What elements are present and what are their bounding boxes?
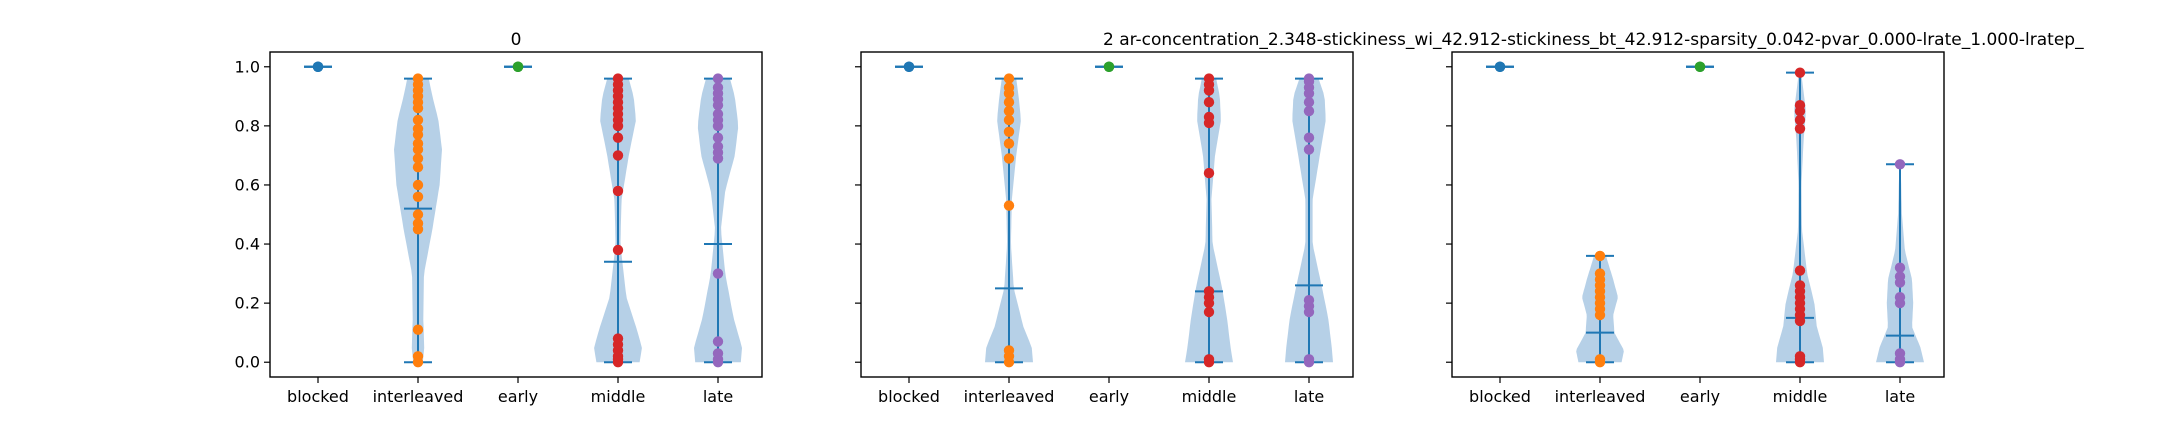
panel-2-point-late-8 (1303, 97, 1315, 108)
panel-3-point-middle-9 (1794, 280, 1806, 291)
panel-1-xtick-label-middle: middle (591, 387, 646, 406)
panel-1-point-interleaved-9 (412, 153, 424, 164)
panel-1-point-interleaved-8 (412, 162, 424, 173)
panel-2-point-late-1 (1303, 354, 1315, 365)
panel-1-ytick-label-1: 0.2 (235, 294, 260, 313)
panel-3-point-middle-2 (1794, 351, 1806, 362)
panel-1-xtick-label-early: early (498, 387, 538, 406)
panel-1-point-late-2 (712, 348, 724, 359)
panel-1-point-middle-7 (612, 185, 624, 197)
panel-2-point-interleaved-2 (1003, 345, 1015, 356)
panel-1-point-interleaved-5 (412, 209, 424, 220)
panel-1-title: 0 (511, 30, 522, 50)
panel-2-point-interleaved-6 (1003, 126, 1015, 137)
panel-2-point-middle-9 (1203, 97, 1215, 108)
panel-2-xtick-label-middle: middle (1182, 387, 1237, 406)
panel-3-point-late-4 (1894, 292, 1906, 303)
panel-1-ytick-label-0: 0.0 (235, 353, 260, 372)
panel-1-point-interleaved-13 (412, 123, 424, 134)
panel-1-point-middle-9 (612, 132, 624, 143)
panel-2-point-interleaved-11 (1003, 82, 1015, 93)
panel-2-point-middle-5 (1203, 286, 1215, 297)
panel-2-point-blocked-2 (903, 61, 915, 72)
panel-1-point-late-15 (712, 82, 724, 93)
panel-1-ytick-label-5: 1.0 (235, 57, 260, 76)
panel-3-point-late-6 (1894, 271, 1906, 282)
panel-1-ytick-label-3: 0.6 (235, 175, 260, 194)
panel-2-point-late-4 (1303, 295, 1315, 306)
panel-2-xtick-label-late: late (1294, 387, 1324, 406)
panel-3-point-middle-10 (1794, 265, 1806, 276)
panel-3-point-middle-14 (1794, 100, 1806, 111)
panel-1-ytick-label-2: 0.4 (235, 235, 260, 254)
panel-3-axes-frame (1451, 51, 1945, 378)
panel-2-axes-frame (860, 51, 1354, 378)
panel-2-point-middle-8 (1203, 111, 1215, 123)
panel-3-point-late-7 (1894, 262, 1906, 273)
panel-2-xtick-label-blocked: blocked (878, 387, 940, 406)
panel-3-point-interleaved-9 (1594, 268, 1606, 279)
panel-2-point-interleaved-7 (1003, 114, 1015, 126)
panel-1-point-interleaved-7 (412, 179, 424, 191)
panel-2-point-late-12 (1303, 73, 1315, 84)
panel-1-point-late-4 (712, 268, 724, 279)
panel-1-point-interleaved-2 (412, 324, 424, 335)
panel-3-point-late-8 (1894, 159, 1906, 170)
panel-2-point-interleaved-9 (1003, 97, 1015, 108)
panel-2-point-early-2 (1103, 61, 1115, 72)
panel-3-xtick-label-blocked: blocked (1469, 387, 1531, 406)
panel-1-point-interleaved-20 (412, 73, 424, 84)
panel-1-ytick-label-4: 0.8 (235, 116, 260, 135)
panel-1-point-interleaved-1 (412, 351, 424, 362)
panel-1-point-blocked-3 (312, 61, 324, 72)
panel-3-xtick-label-early: early (1680, 387, 1720, 406)
panel-2-point-late-5 (1303, 144, 1315, 155)
panel-3-point-early-2 (1694, 61, 1706, 72)
panel-3-point-middle-12 (1794, 114, 1806, 126)
panel-1-xtick-label-blocked: blocked (287, 387, 349, 406)
panel-2-point-interleaved-5 (1003, 138, 1015, 149)
panel-2-point-interleaved-3 (1003, 200, 1015, 211)
panel-3-point-middle-11 (1794, 123, 1806, 134)
panel-1-point-middle-5 (612, 333, 624, 344)
panel-1-point-late-3 (712, 336, 724, 347)
panel-1-xtick-label-late: late (703, 387, 733, 406)
panel-2-point-middle-6 (1203, 167, 1215, 179)
panel-1-point-interleaved-11 (412, 138, 424, 149)
panel-1-point-middle-6 (612, 244, 624, 256)
panel-2-point-middle-12 (1203, 73, 1215, 84)
panel-2-xtick-label-early: early (1089, 387, 1129, 406)
panel-2-point-interleaved-8 (1003, 105, 1015, 117)
panel-1-point-late-7 (712, 141, 724, 152)
panel-2-xtick-label-interleaved: interleaved (964, 387, 1055, 406)
panel-3-xtick-label-interleaved: interleaved (1555, 387, 1646, 406)
panel-1-point-late-8 (712, 132, 724, 143)
panel-1-xtick-label-interleaved: interleaved (373, 387, 464, 406)
panel-3-point-blocked-2 (1494, 61, 1506, 72)
figure-title: 2 ar-concentration_2.348-stickiness_wi_4… (1103, 30, 2084, 50)
panel-1-point-interleaved-14 (412, 114, 424, 126)
panel-2-point-late-7 (1303, 105, 1315, 117)
panel-1-axes-frame (269, 51, 763, 378)
panel-1-point-interleaved-6 (412, 191, 424, 202)
panel-2-point-middle-2 (1203, 306, 1215, 318)
panel-1-point-late-11 (712, 108, 724, 120)
panel-2-point-interleaved-12 (1003, 73, 1015, 84)
panel-3-point-late-2 (1894, 348, 1906, 359)
panel-1-point-interleaved-4 (412, 218, 424, 229)
panel-3-xtick-label-middle: middle (1773, 387, 1828, 406)
panel-2-point-interleaved-4 (1003, 153, 1015, 164)
panel-1-point-early-3 (512, 61, 524, 72)
panel-3-point-interleaved-10 (1594, 250, 1606, 262)
panel-3-xtick-label-late: late (1885, 387, 1915, 406)
panel-1-point-middle-8 (612, 150, 624, 161)
panel-3-point-interleaved-1 (1594, 354, 1606, 365)
panel-2-point-late-6 (1303, 132, 1315, 143)
panel-1-point-late-16 (712, 73, 724, 84)
panel-3-point-middle-15 (1794, 67, 1806, 78)
panel-2-point-middle-1 (1203, 354, 1215, 365)
panel-1-point-middle-18 (612, 73, 624, 84)
